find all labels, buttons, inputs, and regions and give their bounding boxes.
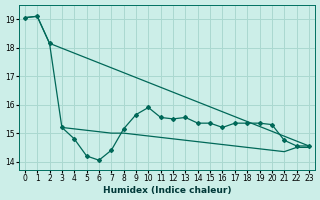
X-axis label: Humidex (Indice chaleur): Humidex (Indice chaleur) — [103, 186, 231, 195]
